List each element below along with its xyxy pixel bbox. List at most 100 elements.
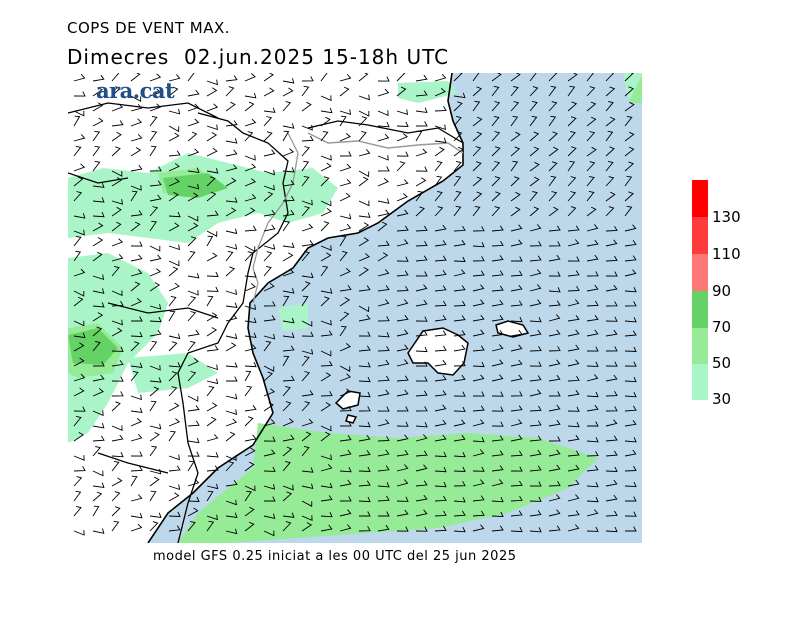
wind-barb <box>453 131 463 142</box>
wind-barb <box>301 500 313 507</box>
wind-barb <box>206 345 219 352</box>
wind-barb <box>548 73 558 82</box>
wind-barb <box>472 391 485 397</box>
wind-barb <box>548 175 557 187</box>
wind-barb <box>282 180 295 187</box>
wind-barb <box>225 101 236 112</box>
wind-barb <box>548 101 558 112</box>
wind-barb <box>415 376 428 382</box>
wind-barb <box>434 525 447 532</box>
wind-barb <box>187 103 200 112</box>
wind-barb <box>149 166 162 172</box>
wind-barb <box>206 103 219 112</box>
wind-barb <box>434 160 443 172</box>
wind-barb <box>244 370 252 382</box>
wind-barb <box>206 520 215 532</box>
wind-barb <box>453 115 462 127</box>
wind-barb <box>415 464 428 472</box>
wind-barb <box>510 419 523 427</box>
wind-barb <box>131 316 143 322</box>
wind-barb <box>111 300 124 307</box>
wind-barb <box>206 452 219 458</box>
wind-barb <box>187 460 195 472</box>
wind-barb <box>358 496 371 503</box>
wind-barb <box>586 391 599 398</box>
wind-barb <box>263 340 272 352</box>
wind-barb <box>434 345 447 352</box>
wind-barb <box>453 466 466 472</box>
wind-barb <box>529 146 540 157</box>
wind-barb <box>472 479 485 487</box>
wind-barb <box>244 163 257 172</box>
wind-barb <box>491 255 504 262</box>
wind-barb <box>168 108 181 115</box>
wind-barb <box>472 449 485 457</box>
wind-barb <box>263 333 276 340</box>
wind-barb <box>92 482 105 489</box>
wind-barb <box>415 330 428 337</box>
wind-barb <box>187 420 200 427</box>
wind-barb <box>92 182 105 188</box>
wind-barb <box>206 514 218 521</box>
wind-barb <box>339 311 350 322</box>
wind-barb <box>586 526 599 532</box>
wind-barb <box>434 190 443 202</box>
wind-barb <box>320 454 332 461</box>
wind-barb <box>358 110 370 117</box>
wind-barb <box>396 496 409 502</box>
wind-barb <box>244 101 255 112</box>
wind-barb <box>339 496 352 502</box>
wind-barb <box>92 422 105 429</box>
wind-barb <box>168 341 178 352</box>
wind-barb <box>567 116 577 127</box>
wind-barb <box>111 491 121 502</box>
wind-barb <box>282 101 292 112</box>
wind-barb <box>130 241 143 247</box>
wind-barb <box>168 454 180 461</box>
wind-barb <box>529 191 538 202</box>
wind-barb <box>301 101 312 112</box>
wind-barb <box>453 269 466 277</box>
wind-barb <box>358 406 371 412</box>
wind-barb <box>548 509 561 517</box>
wind-barb <box>358 434 371 442</box>
wind-barb <box>225 455 237 461</box>
wind-barb <box>92 160 101 172</box>
wind-barb <box>624 146 635 157</box>
wind-barb <box>301 295 309 307</box>
wind-barb <box>491 73 502 82</box>
wind-barb <box>548 161 558 172</box>
wind-barb <box>605 284 618 292</box>
wind-barb <box>453 175 462 187</box>
wind-barb <box>187 236 197 247</box>
wind-barb <box>548 494 561 502</box>
wind-barb <box>567 256 580 262</box>
wind-barb <box>282 446 293 457</box>
wind-barb <box>377 221 388 232</box>
legend-swatch-70 <box>692 291 708 328</box>
wind-barb <box>263 169 275 176</box>
wind-barb <box>434 255 447 262</box>
wind-barb <box>491 497 504 503</box>
wind-barb <box>567 375 580 382</box>
wind-barb <box>377 269 390 277</box>
wind-barb <box>225 512 238 518</box>
wind-barb <box>396 239 409 247</box>
wind-barb <box>358 149 371 157</box>
wind-barb <box>472 161 482 172</box>
wind-barb <box>73 176 84 187</box>
wind-barb <box>282 130 290 142</box>
wind-barb <box>396 121 409 127</box>
legend-swatch-110 <box>692 217 708 254</box>
wind-barb <box>453 361 466 367</box>
wind-barb <box>377 449 390 457</box>
wind-barb <box>453 510 466 517</box>
wind-barb <box>263 116 273 127</box>
model-info-footer: model GFS 0.25 iniciat a les 00 UTC del … <box>153 549 517 564</box>
wind-barb <box>453 497 466 503</box>
wind-barb <box>396 193 408 202</box>
wind-barb <box>567 359 580 367</box>
wind-barb <box>206 295 214 307</box>
wind-barb <box>130 523 143 532</box>
wind-barb <box>453 73 463 82</box>
